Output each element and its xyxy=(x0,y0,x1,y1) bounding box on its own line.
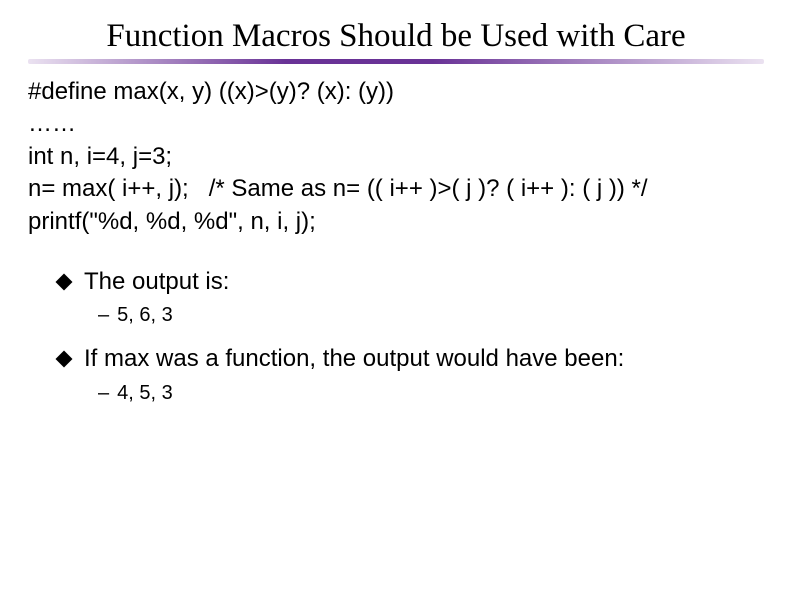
dash-icon: – xyxy=(98,380,109,407)
code-block: #define max(x, y) ((x)>(y)? (x): (y)) ……… xyxy=(28,76,764,238)
dash-icon: – xyxy=(98,302,109,329)
bullet-item: The output is: xyxy=(58,266,764,298)
code-line: n= max( i++, j); /* Same as n= (( i++ )>… xyxy=(28,173,764,205)
bullet-text: If max was a function, the output would … xyxy=(84,343,624,375)
slide: Function Macros Should be Used with Care… xyxy=(0,0,792,612)
code-line: #define max(x, y) ((x)>(y)? (x): (y)) xyxy=(28,76,764,108)
diamond-icon xyxy=(56,273,73,290)
code-line: int n, i=4, j=3; xyxy=(28,141,764,173)
sub-bullet-item: – 5, 6, 3 xyxy=(98,302,764,329)
sub-bullet-text: 5, 6, 3 xyxy=(117,302,173,329)
sub-bullet-item: – 4, 5, 3 xyxy=(98,380,764,407)
code-line: …… xyxy=(28,108,764,140)
code-line: printf("%d, %d, %d", n, i, j); xyxy=(28,206,764,238)
bullet-item: If max was a function, the output would … xyxy=(58,343,764,375)
bullet-text: The output is: xyxy=(84,266,229,298)
content-area: #define max(x, y) ((x)>(y)? (x): (y)) ……… xyxy=(28,76,764,407)
diamond-icon xyxy=(56,351,73,368)
divider-bar xyxy=(28,59,764,64)
bullet-list: The output is: – 5, 6, 3 If max was a fu… xyxy=(58,266,764,407)
sub-bullet-text: 4, 5, 3 xyxy=(117,380,173,407)
page-title: Function Macros Should be Used with Care xyxy=(28,18,764,55)
